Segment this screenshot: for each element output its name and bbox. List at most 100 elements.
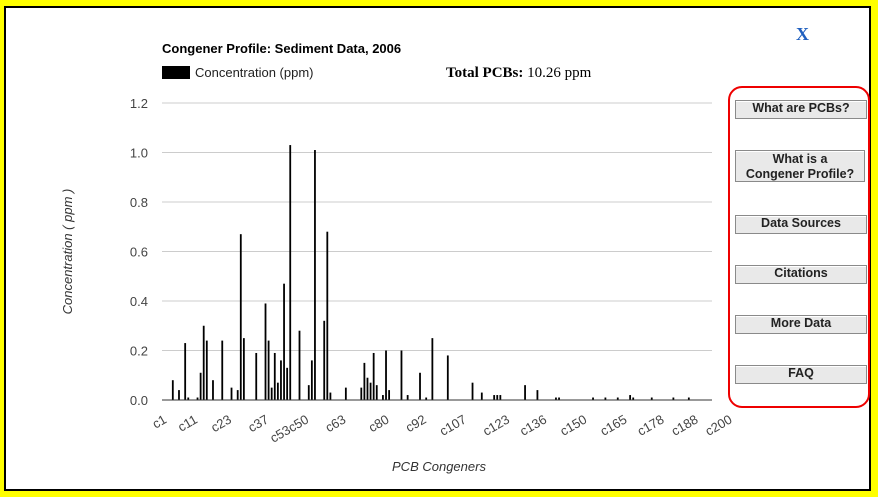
- chart-title: Congener Profile: Sediment Data, 2006: [162, 41, 402, 56]
- bar: [480, 392, 483, 400]
- bar: [446, 355, 449, 400]
- bar: [385, 350, 387, 400]
- bar: [267, 340, 270, 400]
- bar: [184, 343, 187, 400]
- y-tick-label: 0.8: [130, 195, 148, 210]
- bar: [314, 150, 316, 400]
- x-tick-label: c123: [480, 412, 512, 439]
- x-tick-label: c92: [403, 412, 429, 435]
- bar: [650, 397, 653, 400]
- x-tick-label: c178: [635, 412, 667, 439]
- bar: [375, 385, 378, 400]
- bar: [604, 397, 607, 400]
- y-tick-label: 1.2: [130, 96, 148, 111]
- bar: [307, 385, 310, 400]
- chart-bars: [171, 145, 690, 401]
- bar: [372, 352, 375, 400]
- bar: [360, 387, 363, 401]
- bar: [536, 390, 539, 400]
- bar: [212, 380, 214, 400]
- x-tick-label: c23: [208, 412, 234, 435]
- x-tick-label: c80: [366, 412, 392, 435]
- bar: [629, 395, 632, 400]
- bar: [400, 350, 403, 400]
- popup-frame: X Congener Profile: Sediment Data, 2006 …: [4, 6, 871, 491]
- bar: [310, 360, 313, 400]
- bar: [242, 338, 245, 401]
- bar: [205, 340, 208, 400]
- total-pcbs: Total PCBs: 10.26 ppm: [446, 65, 591, 82]
- y-tick-label: 0.6: [130, 245, 148, 260]
- bar: [171, 380, 174, 400]
- bar: [369, 382, 372, 400]
- bar: [286, 367, 289, 400]
- x-tick-label: c188: [669, 412, 701, 439]
- x-tick-label: c63: [323, 412, 349, 435]
- bar: [687, 397, 690, 400]
- total-pcbs-value: 10.26 ppm: [527, 65, 592, 81]
- x-axis-label: PCB Congeners: [392, 459, 486, 474]
- bar: [326, 231, 329, 400]
- bar: [524, 385, 526, 400]
- chart-legend: Concentration (ppm): [162, 65, 314, 80]
- x-tick-label: c11: [175, 412, 200, 435]
- bar: [471, 382, 474, 400]
- what-is-congener-profile-button[interactable]: What is a Congener Profile?: [735, 150, 865, 182]
- y-tick-label: 0.0: [130, 393, 148, 408]
- bar: [382, 395, 384, 400]
- bar: [202, 325, 205, 400]
- bar: [276, 382, 279, 400]
- chart-grid: [162, 102, 712, 351]
- bar: [289, 145, 292, 400]
- x-tick-label: c1: [150, 412, 169, 432]
- bar: [196, 397, 199, 400]
- y-axis-ticks: 0.0 0.2 0.4 0.6 0.8 1.0 1.2: [130, 96, 148, 408]
- bar: [592, 397, 594, 400]
- bar: [388, 390, 391, 400]
- bar: [270, 387, 273, 401]
- y-tick-label: 0.2: [130, 344, 148, 359]
- bar: [363, 362, 366, 401]
- x-tick-label: c53c50: [267, 412, 311, 446]
- what-are-pcbs-button[interactable]: What are PCBs?: [735, 100, 867, 119]
- bar: [558, 397, 560, 400]
- bar: [672, 397, 675, 400]
- more-data-button[interactable]: More Data: [735, 315, 867, 334]
- bar: [239, 234, 242, 400]
- bar: [493, 395, 496, 400]
- x-tick-label: c165: [598, 412, 630, 439]
- bar: [178, 390, 180, 400]
- bar: [298, 330, 301, 400]
- bar: [230, 387, 233, 401]
- bar: [499, 395, 502, 400]
- citations-button[interactable]: Citations: [735, 265, 867, 284]
- legend-label: Concentration (ppm): [195, 65, 314, 80]
- bar: [221, 340, 224, 400]
- close-button[interactable]: X: [796, 24, 809, 44]
- data-sources-button[interactable]: Data Sources: [735, 215, 867, 234]
- bar: [329, 392, 332, 400]
- y-tick-label: 0.4: [130, 294, 148, 309]
- x-tick-label: c150: [557, 412, 589, 439]
- bar: [199, 372, 202, 400]
- bar: [255, 352, 258, 400]
- bar: [187, 397, 190, 400]
- bar: [431, 338, 434, 401]
- total-pcbs-label: Total PCBs:: [446, 65, 524, 81]
- legend-swatch: [162, 66, 190, 79]
- bar: [555, 397, 557, 400]
- bar: [280, 360, 282, 400]
- bar: [406, 395, 409, 400]
- bar: [283, 283, 285, 400]
- faq-button[interactable]: FAQ: [735, 365, 867, 384]
- bar: [425, 397, 428, 400]
- x-tick-label: c107: [437, 412, 469, 439]
- bar: [273, 352, 276, 400]
- bar: [236, 390, 239, 400]
- x-tick-label: c136: [517, 412, 549, 439]
- bar: [366, 377, 369, 400]
- bar: [496, 395, 499, 400]
- y-tick-label: 1.0: [130, 146, 148, 161]
